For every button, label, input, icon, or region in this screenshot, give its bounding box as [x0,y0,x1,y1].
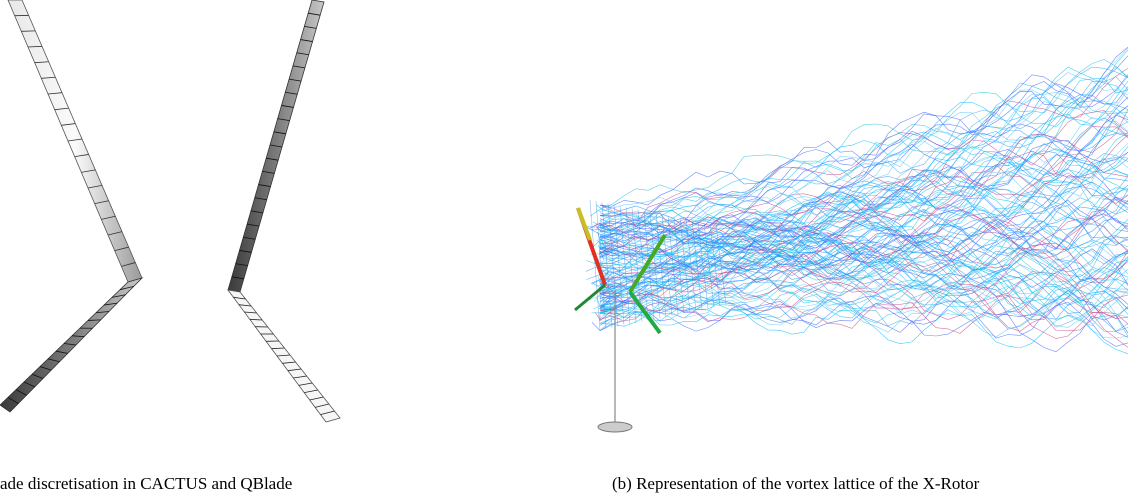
vortex-filament [600,294,1128,347]
caption-a: ade discretisation in CACTUS and QBlade [0,474,292,494]
vortex-filament [600,75,1128,209]
blade-discretisation [0,0,340,422]
page: {"captions": {"a": "ade discretisation i… [0,0,1142,500]
vortex-filament [600,297,1128,338]
vortex-filament [600,67,1128,229]
blade-upper-a [8,0,142,282]
tower-base [598,422,632,432]
blade-lower-a [0,278,142,412]
blade-tip [578,208,590,240]
segment-line [88,320,101,321]
blade-lower-b [228,290,340,422]
figure [0,0,1142,470]
vortex-lattice [585,47,1128,354]
caption-b: (b) Representation of the vortex lattice… [612,474,979,494]
vortex-filament [600,60,1128,209]
